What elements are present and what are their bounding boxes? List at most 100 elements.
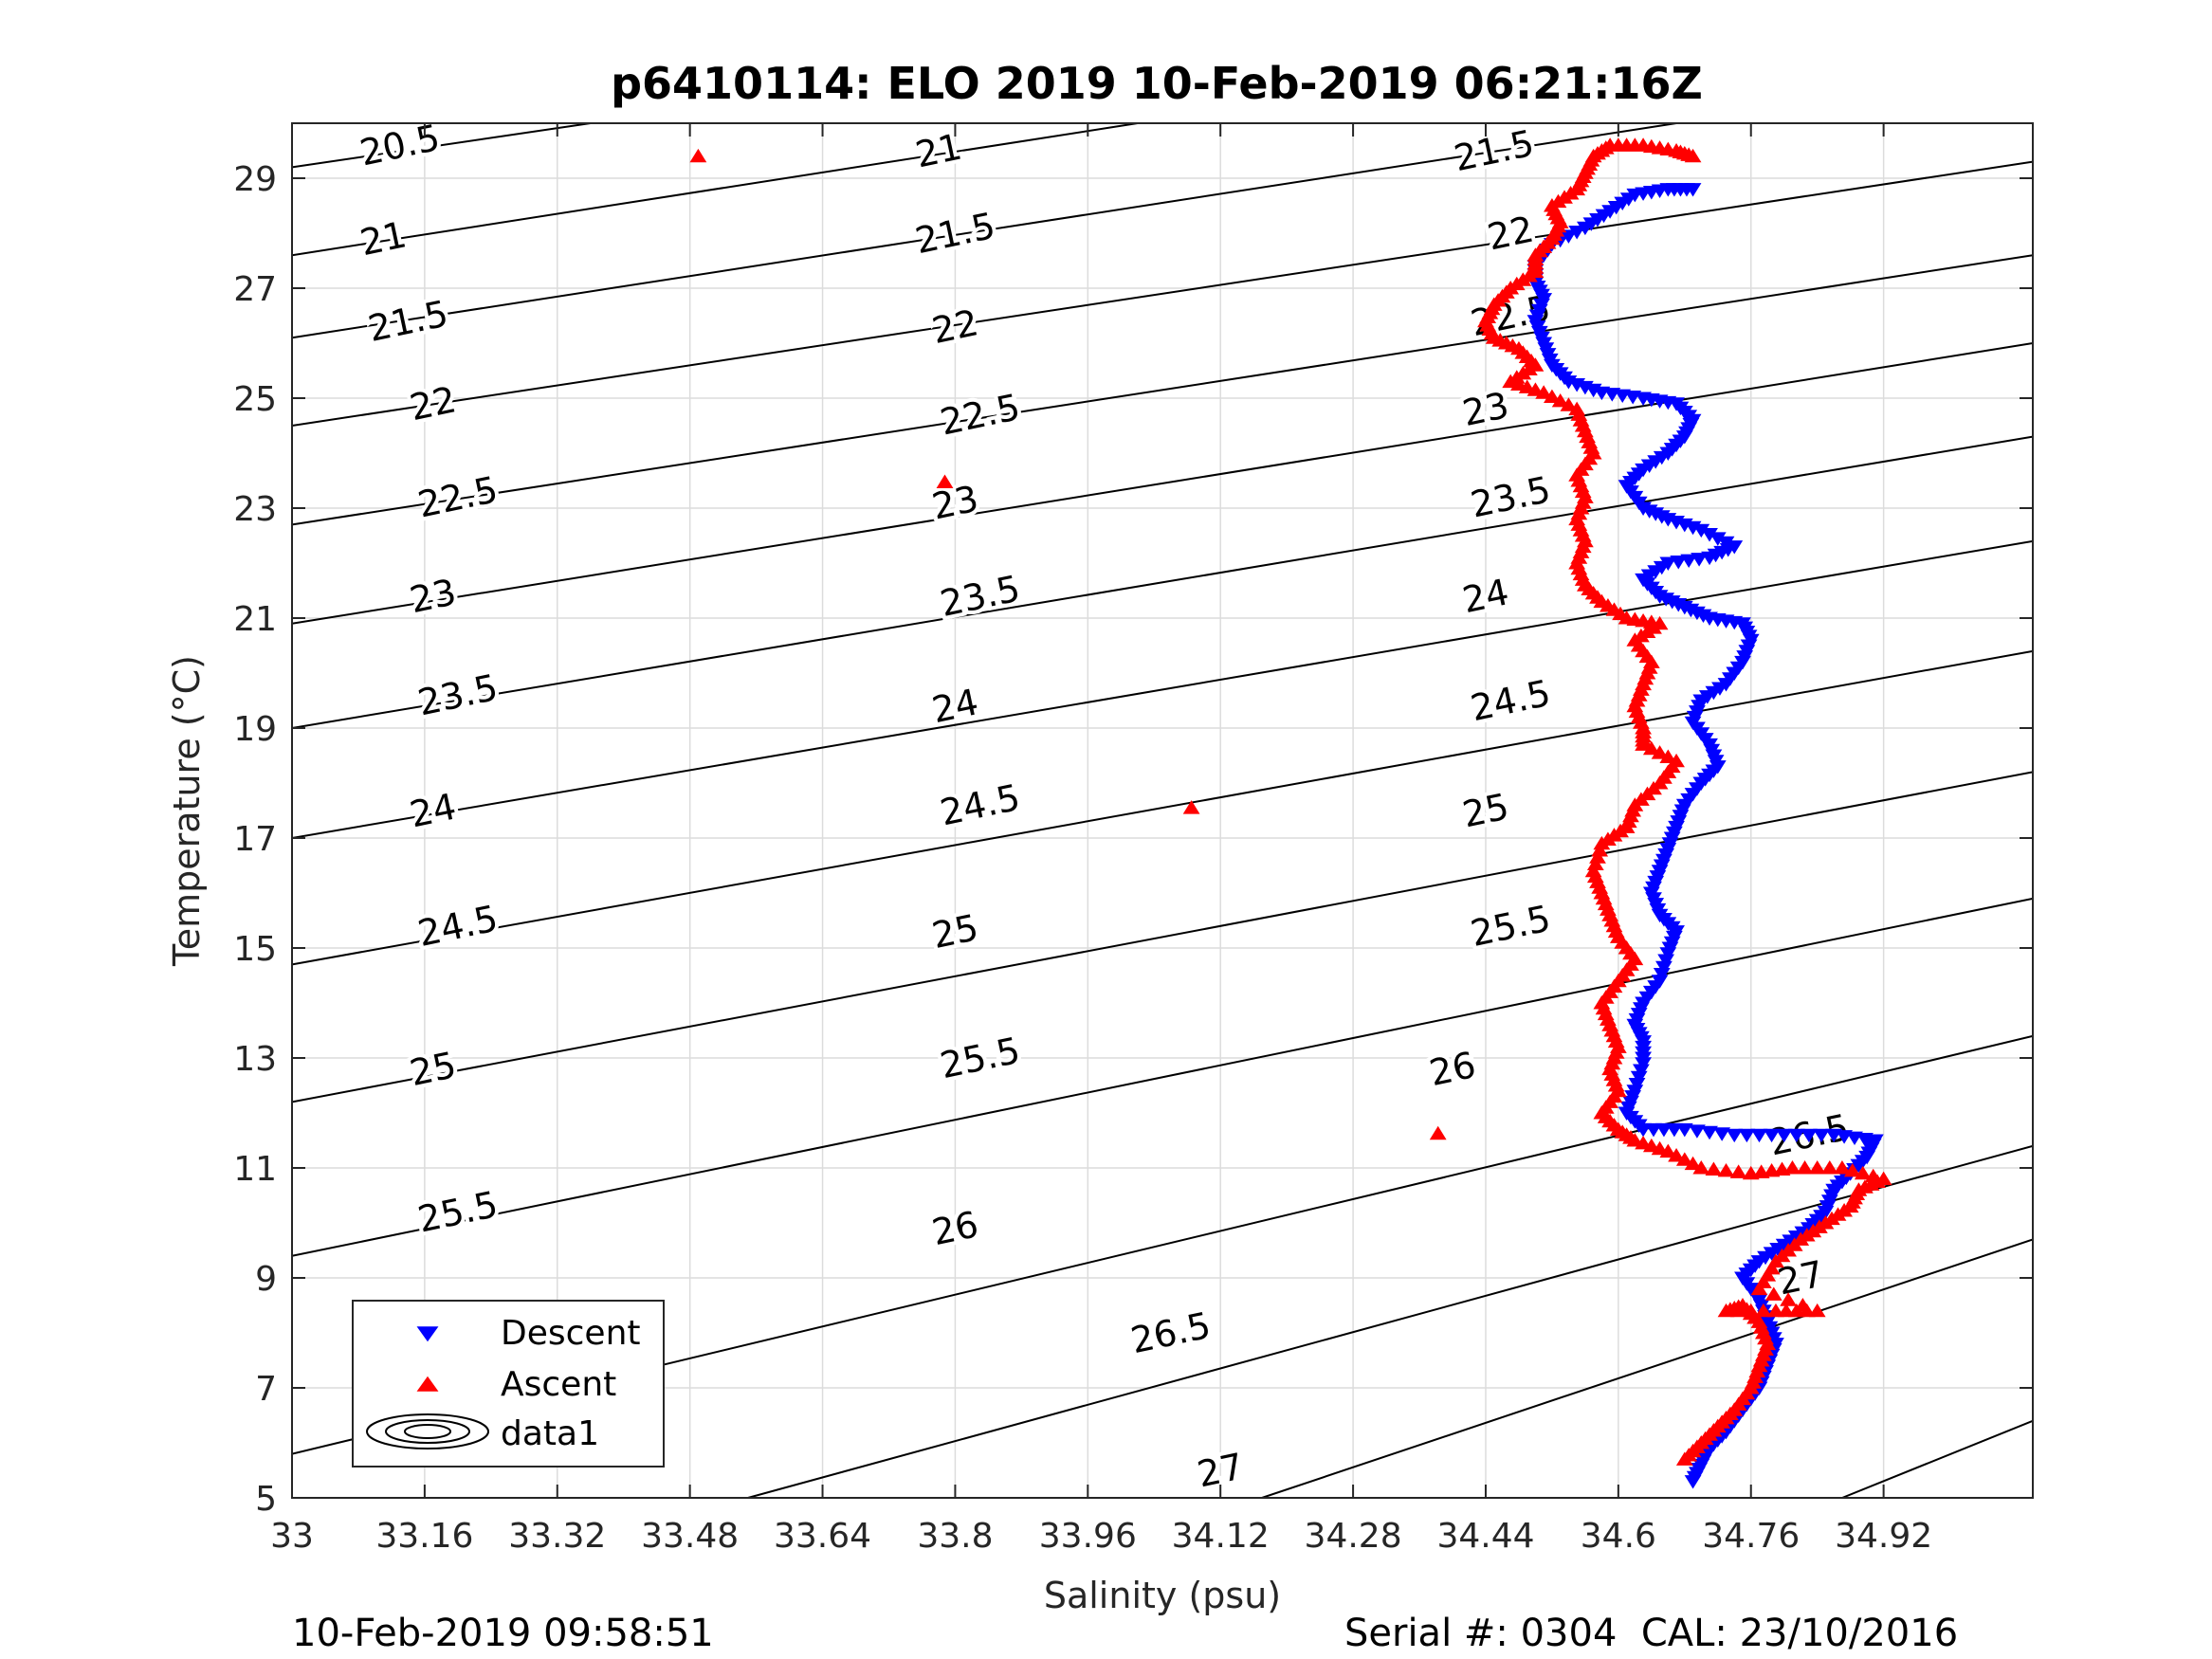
y-tick-label: 5 (255, 1480, 277, 1519)
y-tick-label: 21 (233, 600, 277, 639)
descent-point (1659, 556, 1677, 571)
density-contour-line (292, 649, 2033, 966)
x-tick-label: 33 (270, 1517, 314, 1556)
descent-point (1846, 1131, 1863, 1146)
descent-point (1726, 540, 1744, 555)
ascent-point (1794, 1298, 1812, 1312)
x-axis-ticks: 33 33.16 33.32 33.48 33.64 33.8 33.96 34.12 34.2… (270, 123, 1932, 1556)
density-contour-line (292, 342, 2033, 625)
ascent-point (1808, 1160, 1826, 1175)
density-contour-line (292, 123, 1677, 339)
ascent-point (1750, 1281, 1768, 1296)
x-tick-label: 33.64 (774, 1517, 871, 1556)
descent-point (1750, 1128, 1768, 1143)
y-tick-label: 27 (233, 270, 277, 309)
descent-point (1684, 183, 1702, 197)
chart-title: p6410114: ELO 2019 10-Feb-2019 06:21:16Z (611, 58, 1703, 109)
density-contour-line (292, 435, 2033, 729)
descent-point (1603, 388, 1621, 402)
density-contour-line (747, 1144, 2033, 1498)
legend-box (352, 1300, 665, 1468)
y-tick-label: 23 (233, 490, 277, 529)
footer-serial-cal: Serial #: 0304 CAL: 23/10/2016 (1344, 1612, 1959, 1655)
density-contour-line (292, 123, 1138, 257)
ascent-point (1759, 1267, 1777, 1282)
ascent-point (1754, 1303, 1772, 1318)
y-tick-label: 7 (255, 1370, 277, 1409)
ascent-point (1742, 1165, 1760, 1180)
ascent-point (1684, 148, 1702, 163)
ascent-point (1780, 1292, 1797, 1306)
y-tick-label: 11 (233, 1150, 277, 1189)
ascent-point (1763, 1162, 1781, 1177)
descent-point (1801, 1128, 1818, 1143)
ascent-point (1834, 1160, 1851, 1175)
descent-point (1635, 392, 1652, 406)
legend-ascent-marker (416, 1376, 439, 1392)
descent-point (1568, 226, 1586, 240)
footer-timestamp: 10-Feb-2019 09:58:51 (292, 1612, 714, 1655)
descent-point (1709, 532, 1727, 546)
density-contour-line (292, 160, 2033, 427)
y-tick-label: 15 (233, 930, 277, 969)
y-tick-label: 9 (255, 1260, 277, 1299)
y-axis-ticks: 5 7 9 11 13 15 17 19 21 23 25 27 29 (233, 160, 2033, 1519)
legend-descent-label: Descent (501, 1314, 641, 1353)
density-contour-line (292, 539, 2033, 839)
ascent-point (1729, 1164, 1747, 1178)
descent-point (1701, 528, 1718, 542)
ascent-point (1584, 863, 1602, 878)
descent-point (1813, 1128, 1830, 1143)
descent-point (1624, 391, 1642, 405)
descent-point (1717, 536, 1735, 551)
ascent-point (1808, 1303, 1826, 1318)
y-tick-label: 25 (233, 380, 277, 419)
density-contour-line (1261, 1238, 2033, 1498)
ascent-point (1778, 1303, 1795, 1318)
descent-point (1665, 1122, 1683, 1138)
x-tick-label: 34.92 (1835, 1517, 1932, 1556)
density-contour-line (292, 123, 591, 169)
legend-contour-icon (366, 1413, 489, 1449)
ascent-point (689, 148, 707, 163)
descent-point (1560, 229, 1578, 244)
descent-point (1836, 1130, 1853, 1144)
ascent-point (1763, 1260, 1781, 1275)
density-contours (292, 123, 2033, 1498)
x-tick-label: 33.32 (508, 1517, 606, 1556)
y-axis-label: Temperature (°C) (166, 655, 208, 967)
plot-frame (291, 122, 2034, 1499)
descent-point (1726, 1128, 1744, 1143)
descent-point (1645, 1122, 1662, 1138)
x-tick-label: 34.44 (1436, 1517, 1534, 1556)
descent-point (1675, 1122, 1693, 1138)
ascent-point (1717, 1162, 1735, 1177)
y-tick-label: 17 (233, 820, 277, 859)
x-tick-label: 33.48 (641, 1517, 739, 1556)
descent-point (1691, 553, 1708, 567)
legend-descent-marker (416, 1326, 439, 1342)
density-contour-line (292, 254, 2033, 526)
x-tick-label: 34.28 (1305, 1517, 1402, 1556)
descent-point (1866, 1134, 1884, 1148)
ascent-point (1586, 856, 1604, 871)
descent-point (1787, 1128, 1805, 1143)
x-tick-label: 33.8 (917, 1517, 993, 1556)
density-contour-line (292, 897, 2033, 1257)
ascent-point (1754, 1274, 1772, 1288)
ascent-point (1591, 843, 1609, 857)
ascent-point (1764, 1286, 1782, 1301)
x-tick-label: 33.96 (1039, 1517, 1137, 1556)
ascent-point (1773, 1161, 1791, 1176)
descent-point (1614, 389, 1632, 404)
density-contour-line (292, 771, 2033, 1103)
ascent-point (1767, 1303, 1784, 1318)
ascent-point (1742, 1303, 1760, 1318)
density-contour-line (1841, 1419, 2033, 1498)
ascent-point (1429, 1125, 1447, 1140)
descent-point (1825, 1128, 1843, 1143)
ascent-point (1717, 1303, 1735, 1318)
descent-point (1680, 554, 1698, 569)
ascent-point (1729, 1303, 1747, 1318)
